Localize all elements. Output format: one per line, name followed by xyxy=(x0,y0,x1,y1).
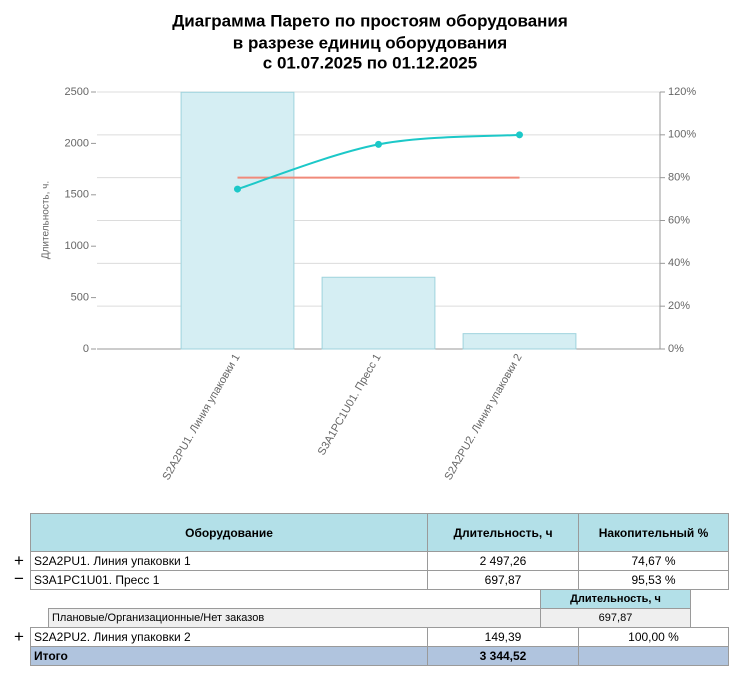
x-tick-label: S3A1PC1U01. Пресс 1 xyxy=(316,352,384,458)
bar xyxy=(321,276,436,350)
y-tick-label: 1000 xyxy=(65,240,89,252)
expand-button[interactable]: + xyxy=(14,551,24,570)
cumulative-point xyxy=(234,185,241,193)
chart: Диаграмма Парето по простоям оборудовани… xyxy=(41,11,697,482)
expand-button[interactable]: + xyxy=(14,627,24,646)
bar xyxy=(180,91,295,350)
cell: 697,87 xyxy=(427,570,579,590)
y-tick-label: 500 xyxy=(71,292,89,304)
total-cell xyxy=(578,646,729,666)
cell: 149,39 xyxy=(427,627,579,647)
cell: S2A2PU2. Линия упаковки 2 xyxy=(30,627,428,647)
collapse-button[interactable]: − xyxy=(14,569,24,588)
cell: 100,00 % xyxy=(578,627,729,647)
y-tick-label: 2500 xyxy=(65,86,89,98)
y-tick-label: 2000 xyxy=(65,137,89,149)
y2-tick-label: 120% xyxy=(668,86,696,98)
y2-tick-label: 20% xyxy=(668,300,690,312)
header-cell: Длительность, ч xyxy=(427,513,579,552)
detail-cell: Плановые/Организационные/Нет заказов xyxy=(48,608,541,628)
total-label: Итого xyxy=(30,646,428,666)
header-cell: Оборудование xyxy=(30,513,428,552)
y2-tick-label: 80% xyxy=(668,172,690,184)
cell: 95,53 % xyxy=(578,570,729,590)
detail-header: Длительность, ч xyxy=(540,589,691,609)
chart-title: с 01.07.2025 по 01.12.2025 xyxy=(263,53,477,72)
cell: 74,67 % xyxy=(578,551,729,571)
y-axis-label: Длительность, ч. xyxy=(41,181,52,259)
x-tick-label: S2A2PU1. Линия упаковки 1 xyxy=(160,352,242,482)
bar xyxy=(462,333,577,350)
y2-tick-label: 0% xyxy=(668,343,684,355)
y-tick-label: 1500 xyxy=(65,189,89,201)
chart-title: в разрезе единиц оборудования xyxy=(233,33,507,52)
cell: S2A2PU1. Линия упаковки 1 xyxy=(30,551,428,571)
cumulative-point xyxy=(516,131,523,139)
y2-tick-label: 100% xyxy=(668,129,696,141)
x-tick-label: S2A2PU2. Линия упаковки 2 xyxy=(442,352,524,482)
total-value: 3 344,52 xyxy=(427,646,579,666)
y2-tick-label: 40% xyxy=(668,257,690,269)
y2-tick-label: 60% xyxy=(668,214,690,226)
cumulative-point xyxy=(375,140,382,148)
detail-cell: 697,87 xyxy=(540,608,691,628)
header-cell: Накопительный % xyxy=(578,513,729,552)
y-tick-label: 0 xyxy=(83,343,89,355)
cell: 2 497,26 xyxy=(427,551,579,571)
cell: S3A1PC1U01. Пресс 1 xyxy=(30,570,428,590)
chart-title: Диаграмма Парето по простоям оборудовани… xyxy=(172,11,568,30)
